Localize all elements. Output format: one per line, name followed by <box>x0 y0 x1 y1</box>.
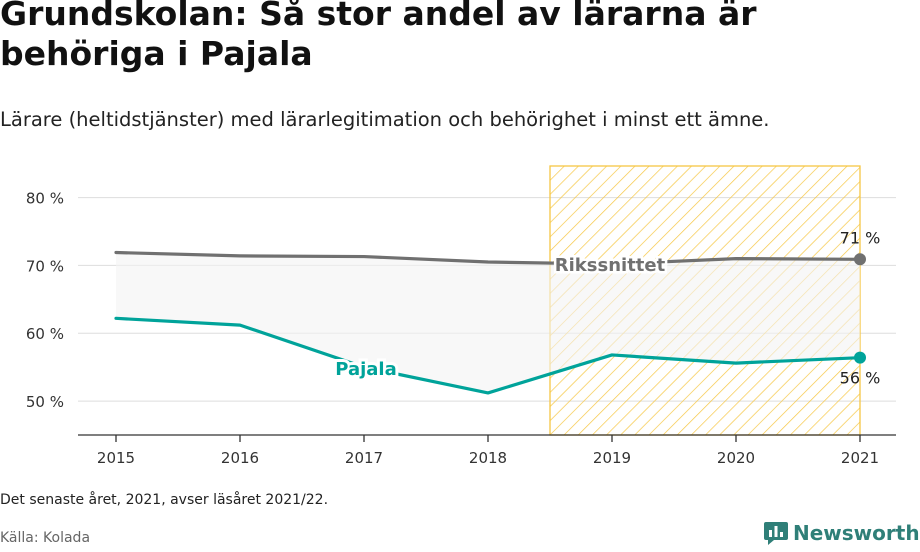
x-tick-label: 2019 <box>593 449 631 467</box>
x-tick-label: 2021 <box>841 449 879 467</box>
x-tick-label: 2016 <box>221 449 259 467</box>
brand-name: Newsworthy <box>793 521 920 545</box>
line-chart: 50 % 60 % 70 % 80 % 2015 2016 2017 2018 2019 2020… <box>26 165 896 467</box>
series-label-pajala: Pajala <box>335 359 397 380</box>
series-line-pajala <box>114 316 862 395</box>
series-label-rikssnittet: Rikssnittet <box>555 255 666 276</box>
y-tick-label: 50 % <box>26 393 64 411</box>
chart-subtitle: Lärare (heltidstjänster) med lärarlegiti… <box>0 108 770 131</box>
y-tick-label: 70 % <box>26 257 64 275</box>
source-label: Källa: Kolada <box>0 530 91 546</box>
y-tick-label: 80 % <box>26 190 64 208</box>
series-line-rikssnittet <box>114 250 862 266</box>
end-value-label: 56 % <box>840 369 881 388</box>
x-tick-label: 2017 <box>345 449 383 467</box>
chart-title: Grundskolan: Så stor andel av lärarna är… <box>0 0 757 73</box>
end-value-label: 71 % <box>840 228 881 247</box>
y-tick-label: 60 % <box>26 325 64 343</box>
end-point-marker <box>854 351 866 364</box>
brand-logo: Newsworthy <box>764 520 920 546</box>
x-tick-label: 2020 <box>717 449 755 467</box>
end-point-marker <box>854 253 866 266</box>
bar-chart-icon <box>764 522 788 545</box>
x-tick-label: 2018 <box>469 449 507 467</box>
x-tick-label: 2015 <box>97 449 135 467</box>
footnote: Det senaste året, 2021, avser läsåret 20… <box>0 492 329 508</box>
